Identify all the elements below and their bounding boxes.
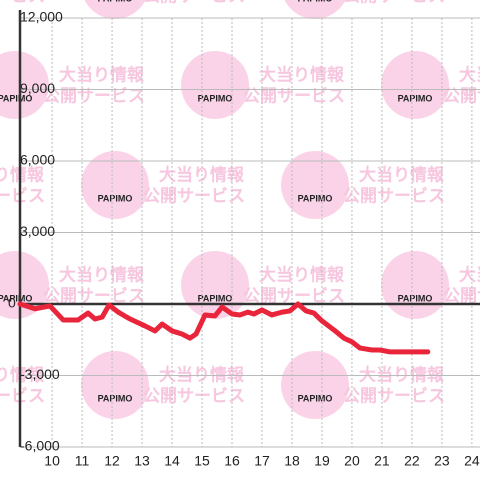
x-tick-label: 12 (104, 453, 120, 469)
watermark-text: 公開サービス (43, 86, 145, 105)
watermark-text: 大当り情報 (0, 364, 45, 384)
watermark-text: 公開サービス (243, 286, 345, 305)
line-series (17, 301, 431, 355)
watermark-logo-text: PAPIMO (0, 93, 32, 103)
watermark-text: 大当り情報 (59, 264, 145, 284)
watermark-logo (381, 51, 449, 119)
x-tick-label: 13 (134, 453, 150, 469)
y-tick-label: 0 (8, 295, 16, 311)
watermark-logo (281, 351, 349, 419)
watermark-logo (0, 251, 49, 319)
watermark-text: 公開サービス (143, 0, 245, 5)
watermark-logo-text: PAPIMO (98, 193, 133, 203)
watermark-text: 公開サービス (0, 386, 45, 405)
x-tick-label: 14 (164, 453, 180, 469)
x-tick-label: 10 (44, 453, 60, 469)
watermark-logo (181, 51, 249, 119)
watermark-logo-text: PAPIMO (98, 0, 133, 3)
watermark-text: 大当り情報 (0, 164, 45, 184)
watermark-logo-text: PAPIMO (198, 93, 233, 103)
watermark-logo-text: PAPIMO (198, 293, 233, 303)
watermark-text: 大当り情報 (259, 264, 345, 284)
x-tick-label: 18 (284, 453, 300, 469)
watermark-text: 大当り情報 (259, 64, 345, 84)
x-tick-label: 24 (464, 453, 480, 469)
watermark-text: 公開サービス (0, 0, 45, 5)
x-tick-label: 19 (314, 453, 330, 469)
watermark-text: 大当り情報 (359, 364, 445, 384)
watermark-logo (281, 151, 349, 219)
watermark-text: 公開サービス (143, 186, 245, 205)
x-tick-label: 21 (374, 453, 390, 469)
x-tick-label: 23 (434, 453, 450, 469)
watermark-logo (81, 151, 149, 219)
watermark-logo-text: PAPIMO (298, 393, 333, 403)
watermark-logo (84, 0, 146, 19)
watermark-logo-text: PAPIMO (298, 0, 333, 3)
x-tick-label: 22 (404, 453, 420, 469)
watermark-text: 公開サービス (43, 286, 145, 305)
watermark-text: 大当り情報 (359, 164, 445, 184)
y-tick-label: 6,000 (20, 152, 55, 168)
watermark-text: 公開サービス (243, 86, 345, 105)
watermark-logo-text: PAPIMO (398, 93, 433, 103)
watermark-logo-text: PAPIMO (0, 293, 32, 303)
watermark-logo (381, 251, 449, 319)
watermark-text: 公開サービス (0, 186, 45, 205)
watermark-text: 大当り情報 (59, 64, 145, 84)
y-tick-label: -3,000 (20, 366, 60, 382)
x-tick-label: 11 (75, 453, 90, 469)
watermark-logo-text: PAPIMO (298, 193, 333, 203)
y-tick-label: -6,000 (20, 438, 60, 454)
watermark-text: 公開サービス (143, 386, 245, 405)
x-tick-label: 20 (344, 453, 360, 469)
watermark-text: 公開サービス (443, 286, 480, 305)
watermark-text: 大当り情報 (459, 64, 480, 84)
watermark-text: 公開サービス (343, 386, 445, 405)
watermark-logo-text: PAPIMO (98, 393, 133, 403)
watermark-logo (284, 0, 346, 19)
x-tick-label: 16 (224, 453, 240, 469)
watermark-text: 公開サービス (343, 0, 445, 5)
watermark-text: 公開サービス (443, 86, 480, 105)
watermark-text: 大当り情報 (459, 264, 480, 284)
x-tick-label: 17 (254, 453, 270, 469)
watermark-logo (0, 51, 49, 119)
y-tick-label: 3,000 (20, 223, 55, 239)
watermark-logo (81, 351, 149, 419)
y-tick-label: 12,000 (20, 9, 63, 25)
watermark-logo (181, 251, 249, 319)
watermark-text: 公開サービス (343, 186, 445, 205)
y-tick-label: 9,000 (20, 80, 55, 96)
x-tick-label: 15 (194, 453, 210, 469)
watermark-logo-text: PAPIMO (398, 293, 433, 303)
